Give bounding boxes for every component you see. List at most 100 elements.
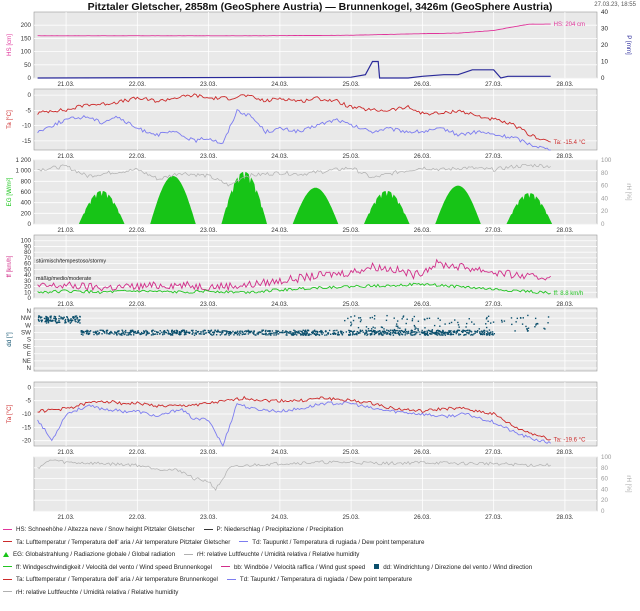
wind-direction-point: [389, 333, 392, 336]
y2-tick-label: 100: [601, 157, 612, 164]
x-tick-label: 28.03.: [556, 514, 573, 521]
wind-direction-point: [350, 321, 352, 323]
wind-direction-point: [208, 332, 211, 334]
wind-direction-point: [403, 331, 405, 334]
wind-direction-point: [431, 331, 434, 334]
wind-direction-point: [170, 331, 173, 333]
wind-direction-point: [236, 332, 238, 334]
wind-direction-point: [486, 316, 488, 319]
wind-direction-point: [367, 333, 369, 336]
wind-direction-point: [217, 329, 219, 331]
radiation-area: [292, 187, 339, 224]
wind-direction-point: [325, 334, 328, 336]
wind-direction-point: [373, 318, 376, 320]
x-tick-label: 22.03.: [129, 301, 146, 308]
wind-direction-point: [161, 331, 163, 334]
wind-direction-point: [58, 321, 60, 323]
wind-direction-point: [304, 334, 307, 336]
wind-direction-point: [543, 327, 545, 330]
wind-direction-point: [252, 332, 254, 334]
wind-direction-point: [121, 329, 123, 331]
value-annotation: ff: 8.8 km/h: [554, 291, 584, 297]
wind-direction-point: [43, 317, 46, 320]
wind-direction-point: [454, 331, 456, 333]
y-tick-label: 0: [28, 92, 32, 99]
value-annotation: Ta: -19.6 °C: [554, 438, 586, 444]
wind-direction-point: [115, 332, 117, 334]
y-tick-label: 600: [21, 189, 32, 196]
wind-direction-point: [329, 333, 332, 335]
x-tick-label: 26.03.: [414, 227, 431, 234]
wind-direction-point: [127, 332, 129, 334]
wind-direction-point: [447, 333, 449, 335]
wind-direction-point: [418, 331, 420, 333]
wind-direction-point: [229, 332, 232, 334]
legend-label: bb: Windböe / Velocità raffica / Wind gu…: [233, 563, 366, 571]
y-tick-label: 70: [24, 255, 31, 262]
wind-direction-point: [444, 323, 446, 325]
legend-item-precip: P: Niederschlag / Precipitazione / Preci…: [203, 524, 343, 537]
wind-direction-point: [66, 316, 68, 318]
wind-direction-point: [411, 331, 413, 334]
wind-direction-point: [87, 330, 89, 332]
wind-direction-point: [362, 331, 364, 333]
wind-direction-point: [405, 331, 408, 333]
wind-direction-point: [40, 319, 42, 321]
wind-direction-point: [421, 332, 423, 334]
wind-direction-point: [64, 321, 67, 323]
y2-tick-label: 60: [601, 183, 608, 190]
wind-direction-point: [293, 334, 295, 336]
wind-direction-point: [86, 331, 88, 334]
wind-direction-point: [202, 330, 204, 332]
wind-direction-point: [374, 330, 376, 332]
wind-direction-point: [260, 331, 262, 334]
wind-direction-point: [301, 333, 303, 336]
wind-direction-point: [399, 330, 401, 332]
legend-symbol: [239, 541, 249, 543]
wind-direction-point: [132, 334, 135, 336]
wind-direction-point: [213, 332, 215, 334]
x-tick-label: 24.03.: [271, 514, 288, 521]
x-tick-label: 21.03.: [57, 514, 74, 521]
wind-direction-point: [171, 334, 174, 336]
y-tick-label: 40: [24, 272, 31, 279]
wind-direction-point: [77, 319, 79, 321]
x-tick-label: 28.03.: [556, 301, 573, 308]
wind-direction-point: [159, 330, 161, 332]
wind-direction-point: [228, 334, 230, 336]
wind-direction-point: [212, 333, 215, 336]
legend-row: Ta: Lufttemperatur / Temperatura dell' a…: [3, 574, 639, 587]
wind-direction-point: [527, 314, 529, 317]
wind-direction-point: [118, 330, 120, 332]
wind-direction-point: [69, 319, 71, 321]
wind-direction-point: [101, 333, 103, 335]
wind-direction-point: [67, 320, 69, 323]
wind-direction-point: [404, 332, 407, 334]
wind-direction-point: [168, 333, 170, 335]
wind-direction-point: [173, 331, 176, 334]
wind-direction-point: [268, 332, 270, 335]
wind-direction-point: [170, 334, 172, 336]
wind-direction-point: [401, 333, 403, 335]
wind-direction-point: [215, 330, 218, 333]
series-line-bb: [37, 258, 551, 292]
wind-direction-point: [185, 333, 187, 336]
x-tick-label: 26.03.: [414, 514, 431, 521]
wind-direction-point: [299, 330, 301, 332]
wind-direction-point: [294, 330, 296, 332]
wind-direction-point: [369, 334, 372, 336]
x-tick-label: 21.03.: [57, 81, 74, 88]
wind-direction-point: [521, 323, 524, 325]
wind-direction-point: [470, 321, 473, 323]
wind-direction-point: [242, 333, 245, 335]
wind-direction-point: [313, 333, 316, 335]
plot-area: [33, 88, 598, 151]
legend-row: ff: Windgeschwindigkeit / Velocità del v…: [3, 562, 639, 575]
wind-direction-point: [262, 329, 265, 331]
wind-direction-point: [403, 330, 406, 333]
wind-direction-point: [179, 333, 182, 335]
wind-direction-point: [316, 330, 318, 333]
wind-direction-point: [391, 329, 393, 332]
legend-label: dd: Windrichtung / Direzione del vento /…: [383, 563, 533, 571]
wind-direction-point: [133, 330, 135, 333]
